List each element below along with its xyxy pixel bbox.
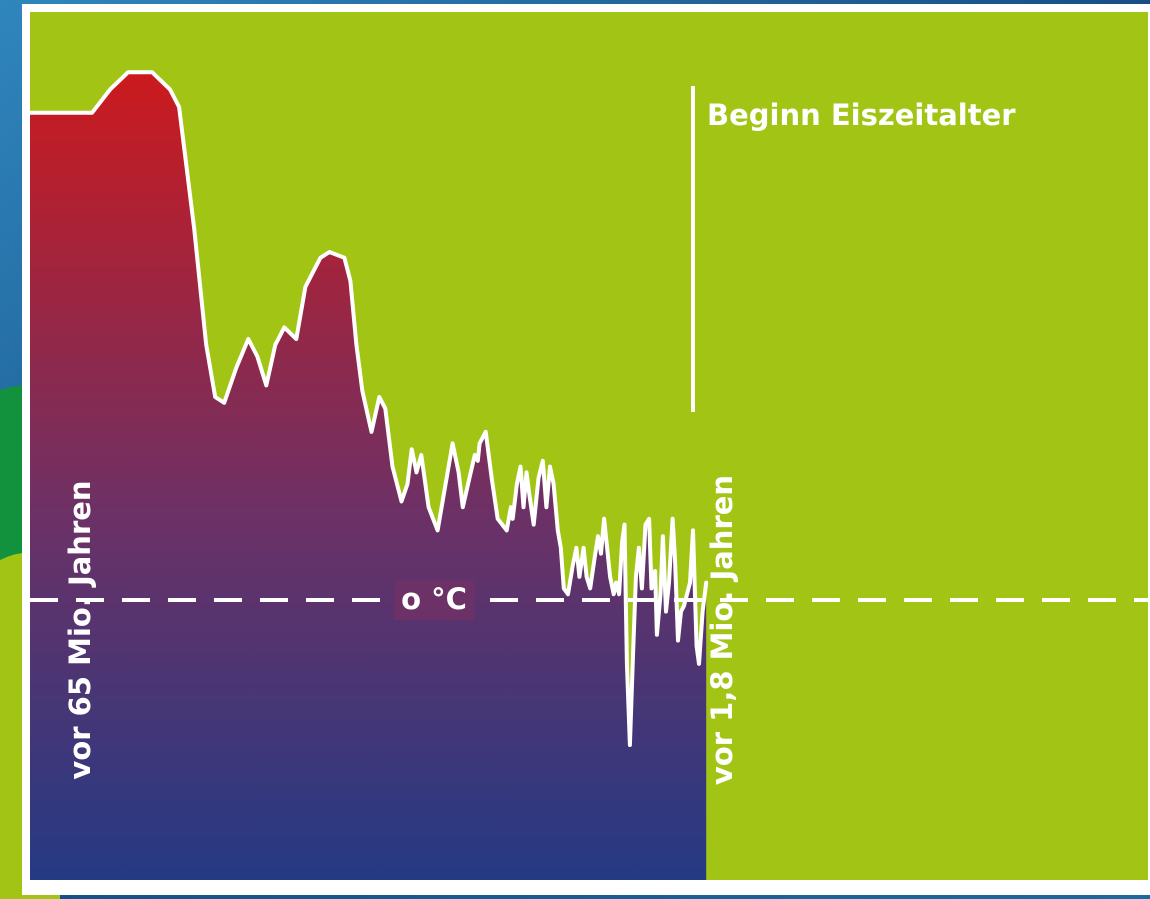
temperature-series-line xyxy=(30,70,709,747)
ice-age-time-label: vor 1,8 Mio. Jahren xyxy=(705,475,739,785)
temperature-area xyxy=(30,72,707,880)
zero-degree-label: o °C xyxy=(401,582,467,616)
zero-label-group: o °C xyxy=(394,580,474,620)
zero-label-background xyxy=(394,580,474,620)
start-time-label: vor 65 Mio. Jahren xyxy=(63,480,97,779)
ice-age-label: Beginn Eiszeitalter xyxy=(707,98,1016,132)
